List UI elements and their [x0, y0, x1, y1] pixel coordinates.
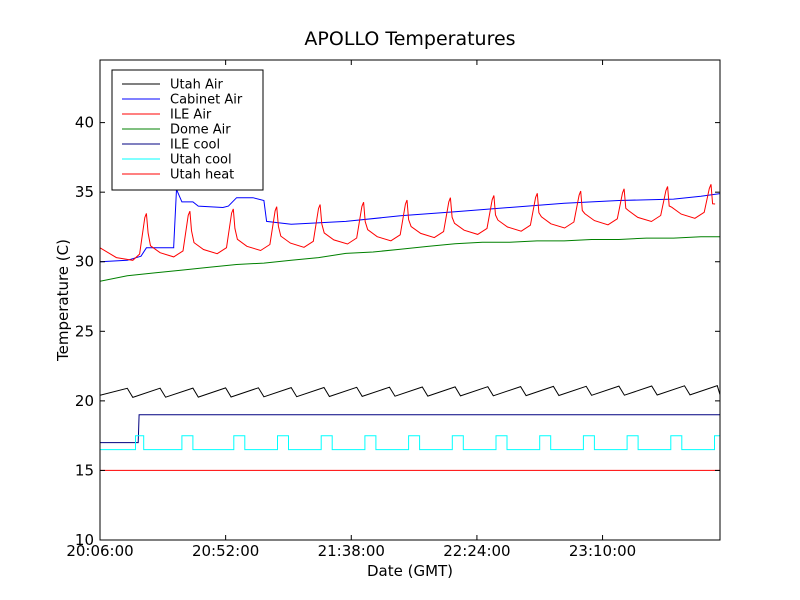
x-tick-label: 21:38:00 [318, 542, 385, 560]
series-layer [100, 184, 720, 471]
x-tick-label: 22:24:00 [443, 542, 510, 560]
x-tick-label: 20:06:00 [66, 542, 133, 560]
y-tick-label: 20 [75, 392, 94, 410]
x-tick-label: 20:52:00 [192, 542, 259, 560]
y-tick-label: 30 [75, 253, 94, 271]
y-tick-label: 25 [75, 322, 94, 340]
legend-box [111, 69, 264, 191]
y-tick-label: 15 [75, 461, 94, 479]
y-tick-label: 40 [75, 114, 94, 132]
series-line-dome-air [100, 236, 720, 282]
series-line-utah-cool [100, 435, 720, 451]
y-axis-label: Temperature (C) [54, 239, 72, 362]
y-tick-label: 10 [75, 531, 94, 549]
legend-label: Utah Air [170, 78, 223, 93]
legend-label: ILE cool [170, 138, 220, 153]
legend-label: Cabinet Air [170, 93, 243, 108]
series-line-cabinet-air [100, 189, 720, 263]
legend-label: ILE Air [170, 108, 212, 123]
series-line-ile-cool [100, 414, 720, 444]
legend-label: Utah heat [170, 168, 234, 183]
series-line-ile-air [100, 184, 716, 261]
y-tick-label: 35 [75, 183, 94, 201]
legend-label: Dome Air [170, 123, 231, 138]
tick-layer: 10 15 20 25 30 35 40 20:06:00 20:52:00 21:38:00 22… [66, 60, 720, 560]
series-line-utah-air [100, 385, 720, 399]
x-tick-label: 23:10:00 [569, 542, 636, 560]
plot-frame [99, 59, 721, 541]
x-axis-label: Date (GMT) [367, 562, 453, 580]
chart-title: APOLLO Temperatures [304, 28, 515, 50]
legend-label: Utah cool [170, 153, 232, 168]
